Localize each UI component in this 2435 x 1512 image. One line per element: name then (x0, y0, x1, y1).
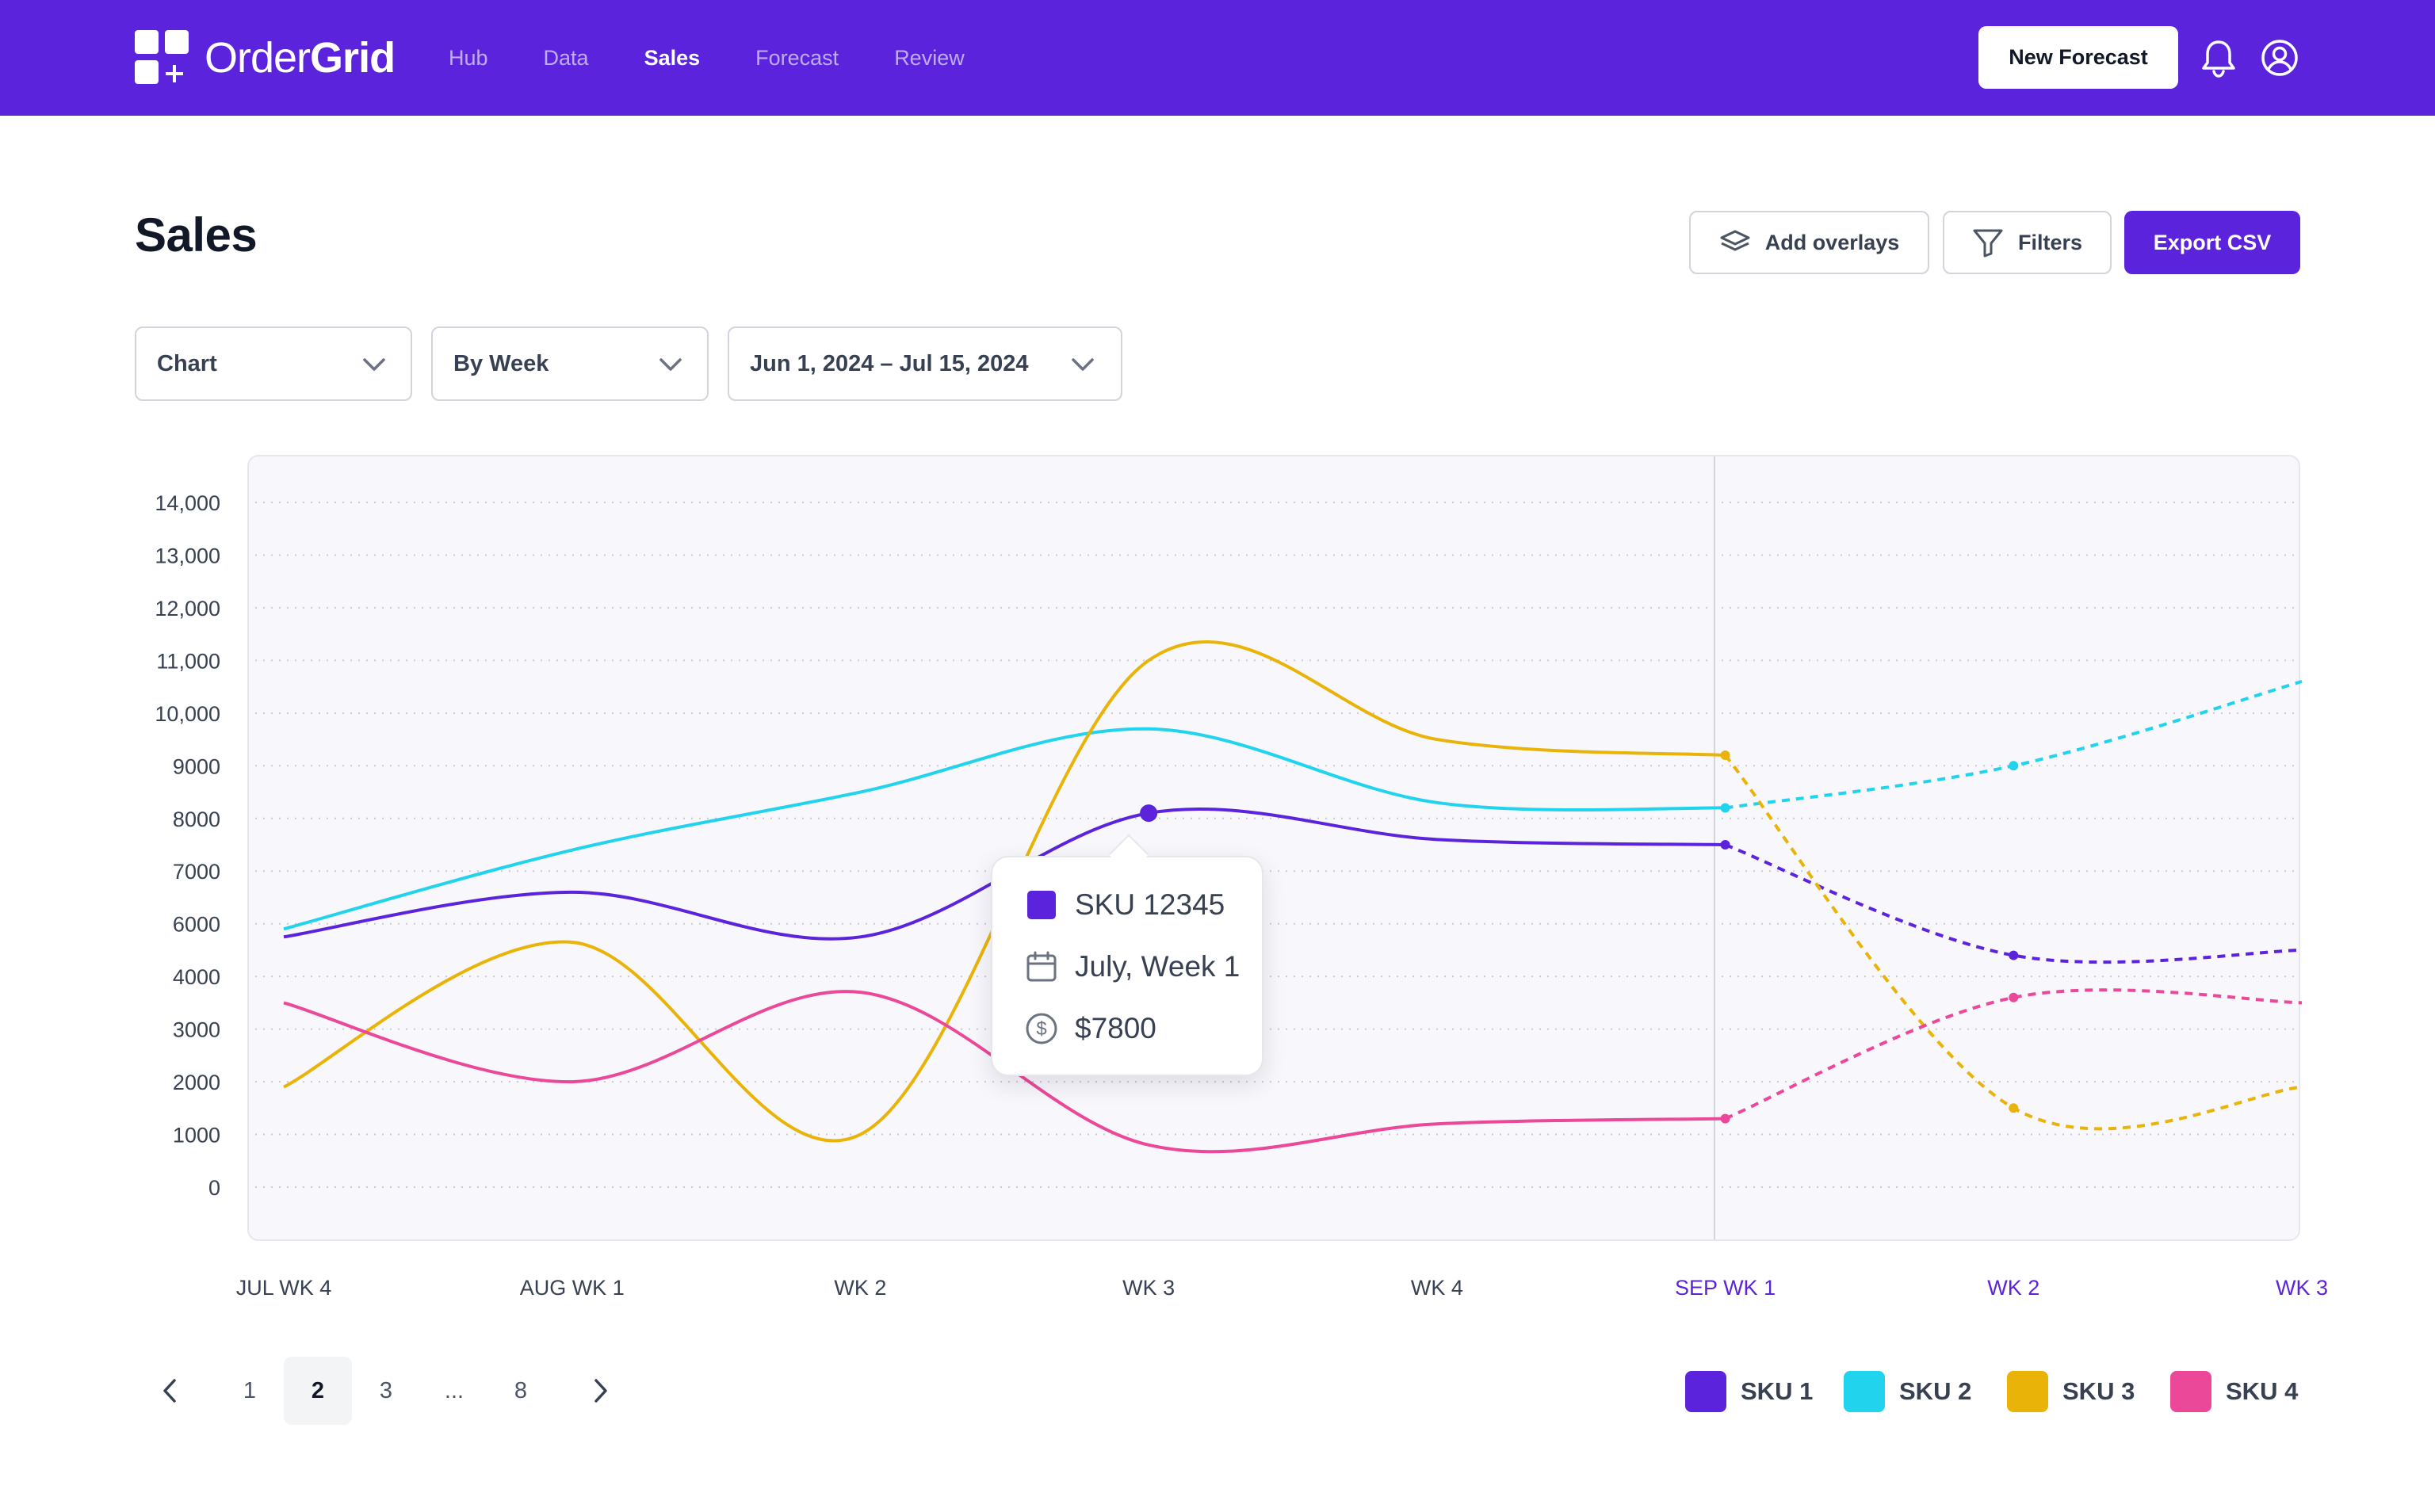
y-tick-label: 1000 (173, 1124, 220, 1147)
chevron-down-icon (363, 358, 385, 371)
legend-swatch (1844, 1371, 1885, 1412)
nav-item-forecast[interactable]: Forecast (755, 45, 839, 70)
date-range-value: Jun 1, 2024 – Jul 15, 2024 (750, 351, 1029, 376)
legend-swatch (2007, 1371, 2048, 1412)
dollar-circle-icon: $ (1024, 1011, 1059, 1046)
chevron-right-icon (594, 1379, 607, 1403)
y-tick-label: 11,000 (156, 649, 220, 673)
chart-plot-area (247, 455, 2300, 1241)
grouping-select-value: By Week (453, 351, 549, 376)
bell-icon[interactable] (2200, 38, 2237, 78)
legend-swatch (1685, 1371, 1726, 1412)
next-page-button[interactable] (577, 1357, 625, 1425)
y-tick-label: 0 (208, 1176, 220, 1200)
y-tick-label: 8000 (173, 808, 220, 831)
export-csv-button[interactable]: Export CSV (2124, 211, 2300, 274)
chevron-down-icon (659, 358, 682, 371)
chart-tooltip: SKU 12345 July, Week 1 $ $7800 (991, 856, 1263, 1076)
view-select-value: Chart (157, 351, 217, 376)
page-button-2[interactable]: 2 (284, 1357, 352, 1425)
nav-item-sales[interactable]: Sales (644, 45, 701, 70)
user-circle-icon[interactable] (2260, 38, 2299, 78)
tooltip-value-row: $ $7800 (1024, 1011, 1156, 1046)
app-name: OrderGrid (205, 34, 396, 82)
y-tick-label: 6000 (173, 913, 220, 937)
page-button-1[interactable]: 1 (243, 1377, 257, 1403)
y-tick-label: 9000 (173, 754, 220, 778)
legend-label: SKU 3 (2062, 1377, 2135, 1405)
legend-item-sku-1[interactable]: SKU 1 (1685, 1371, 1813, 1412)
main-nav: Hub Data Sales Forecast Review (449, 0, 1020, 116)
layers-icon (1720, 230, 1750, 251)
legend-item-sku-2[interactable]: SKU 2 (1844, 1371, 1971, 1412)
y-tick-label: 14,000 (155, 491, 220, 515)
y-tick-label: 3000 (173, 1018, 220, 1042)
new-forecast-button[interactable]: New Forecast (1978, 26, 2178, 89)
x-tick-label: SEP WK 1 (1675, 1276, 1776, 1300)
y-tick-label: 2000 (173, 1071, 220, 1094)
grouping-select[interactable]: By Week (431, 326, 709, 401)
view-select[interactable]: Chart (135, 326, 412, 401)
y-tick-label: 4000 (173, 965, 220, 989)
calendar-icon (1024, 949, 1059, 984)
legend-swatch (2170, 1371, 2211, 1412)
page-button-3[interactable]: 3 (379, 1377, 393, 1403)
top-bar: OrderGrid Hub Data Sales Forecast Review… (0, 0, 2435, 116)
logo-icon (135, 30, 189, 84)
page-ellipsis: ... (444, 1377, 464, 1403)
y-axis: 14,000 13,000 12,000 11,000 10,000 9000 8000 70… (155, 491, 220, 1200)
funnel-icon (1973, 229, 2003, 258)
x-tick-label: JUL WK 4 (236, 1276, 332, 1300)
legend-label: SKU 2 (1899, 1377, 1972, 1405)
app-logo[interactable]: OrderGrid (135, 30, 396, 86)
legend-label: SKU 4 (2226, 1377, 2299, 1405)
svg-text:$: $ (1036, 1018, 1046, 1040)
chevron-left-icon (163, 1379, 176, 1403)
filters-label: Filters (2017, 230, 2083, 254)
tooltip-period: July, Week 1 (1075, 950, 1240, 983)
x-tick-label: AUG WK 1 (520, 1276, 625, 1300)
tooltip-period-row: July, Week 1 (1024, 949, 1240, 984)
x-tick-label: WK 2 (1987, 1276, 2039, 1300)
legend-item-sku-4[interactable]: SKU 4 (2170, 1371, 2298, 1412)
series-swatch (1024, 888, 1059, 922)
legend-item-sku-3[interactable]: SKU 3 (2007, 1371, 2135, 1412)
add-overlays-label: Add overlays (1764, 230, 1900, 254)
date-range-select[interactable]: Jun 1, 2024 – Jul 15, 2024 (728, 326, 1122, 401)
tooltip-sku: SKU 12345 (1075, 888, 1225, 921)
y-tick-label: 10,000 (155, 702, 220, 726)
x-axis: JUL WK 4 AUG WK 1 WK 2 WK 3 WK 4 SEP WK 1 WK 2… (236, 1276, 2328, 1300)
tooltip-value: $7800 (1075, 1012, 1156, 1044)
add-overlays-button[interactable]: Add overlays (1689, 211, 1929, 274)
x-tick-label: WK 4 (1411, 1276, 1463, 1300)
y-tick-label: 12,000 (155, 597, 220, 620)
nav-item-data[interactable]: Data (543, 45, 589, 70)
page-title: Sales (135, 208, 258, 262)
x-tick-label: WK 2 (834, 1276, 886, 1300)
nav-item-review[interactable]: Review (894, 45, 965, 70)
chevron-down-icon (1072, 358, 1094, 371)
filters-button[interactable]: Filters (1943, 211, 2112, 274)
tooltip-sku-row: SKU 12345 (1024, 888, 1225, 922)
page-button-8[interactable]: 8 (514, 1377, 528, 1403)
x-tick-label: WK 3 (2276, 1276, 2328, 1300)
y-tick-label: 13,000 (155, 544, 220, 567)
nav-item-hub[interactable]: Hub (449, 45, 488, 70)
legend-label: SKU 1 (1741, 1377, 1814, 1405)
previous-page-button[interactable] (146, 1357, 193, 1425)
y-tick-label: 7000 (173, 860, 220, 884)
x-tick-label: WK 3 (1122, 1276, 1175, 1300)
